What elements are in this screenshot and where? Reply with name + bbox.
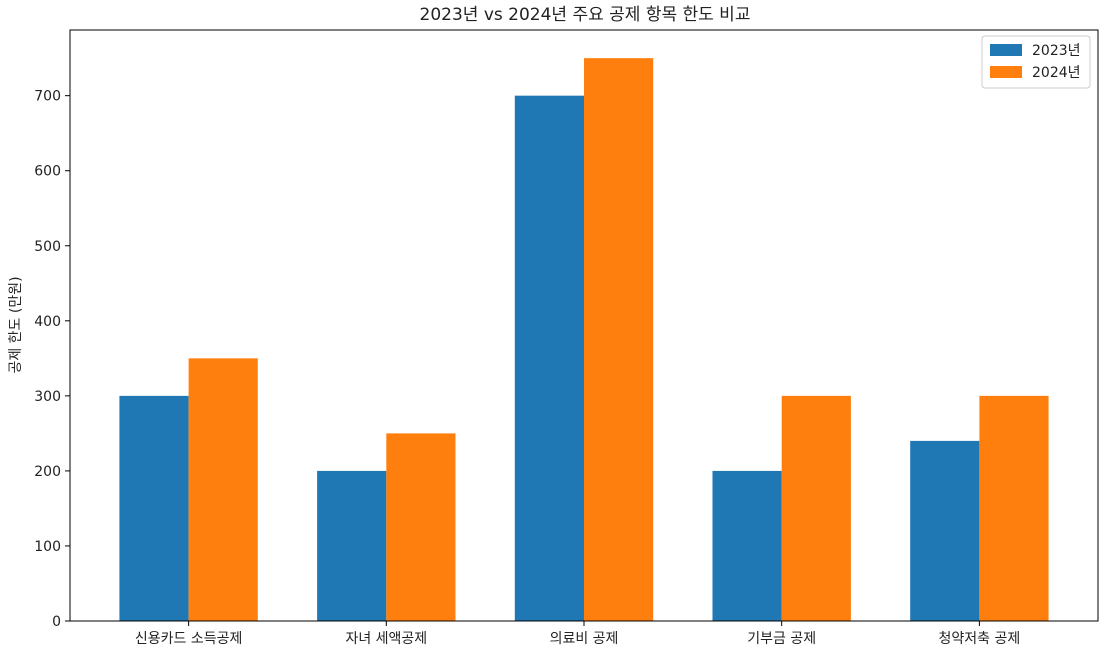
y-axis-label: 공제 한도 (만원) [8, 276, 24, 373]
y-tick-label: 600 [34, 164, 61, 180]
bar-2023-0 [119, 395, 189, 621]
bar-2024-1 [386, 433, 456, 621]
y-tick-label: 400 [34, 314, 61, 330]
y-tick-label: 0 [52, 614, 61, 630]
legend-swatch [990, 66, 1022, 78]
legend: 2023년 2024년 [981, 35, 1091, 89]
plot-frame [69, 29, 1099, 622]
y-ticks: 0 100 200 300 400 500 600 700 [34, 89, 70, 630]
bar-2024-0 [188, 358, 258, 621]
bar-2023-3 [712, 470, 782, 621]
x-tick-label: 의료비 공제 [550, 631, 619, 647]
y-tick-label: 700 [34, 89, 61, 105]
y-tick-label: 500 [34, 239, 61, 255]
x-tick-label: 기부금 공제 [747, 631, 816, 647]
x-ticks: 신용카드 소득공제 자녀 세액공제 의료비 공제 기부금 공제 청약저축 공제 [135, 621, 1020, 647]
y-tick-label: 300 [34, 389, 61, 405]
bar-2024-2 [584, 58, 654, 621]
x-tick-label: 신용카드 소득공제 [135, 631, 243, 647]
bar-2023-1 [317, 470, 387, 621]
legend-swatch [990, 44, 1022, 56]
y-tick-label: 200 [34, 464, 61, 480]
chart-title: 2023년 vs 2024년 주요 공제 항목 한도 비교 [420, 5, 751, 25]
y-tick-label: 100 [34, 539, 61, 555]
legend-label: 2023년 [1032, 43, 1081, 59]
x-tick-label: 자녀 세액공제 [345, 631, 427, 647]
bar-2023-2 [514, 95, 584, 621]
bars-group [119, 58, 1049, 621]
bar-2024-3 [781, 395, 851, 621]
x-tick-label: 청약저축 공제 [939, 631, 1021, 647]
legend-label: 2024년 [1032, 65, 1081, 81]
bar-2023-4 [910, 440, 980, 621]
bar-2024-4 [979, 395, 1049, 621]
